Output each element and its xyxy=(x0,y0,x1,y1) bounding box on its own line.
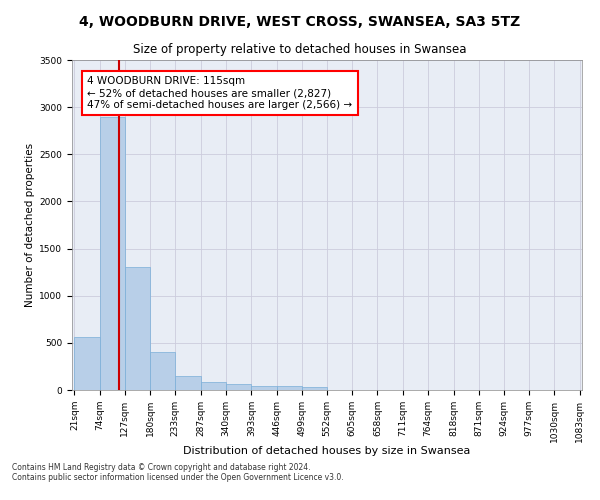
Bar xyxy=(125,268,150,390)
Bar xyxy=(74,337,100,390)
X-axis label: Distribution of detached houses by size in Swansea: Distribution of detached houses by size … xyxy=(184,446,470,456)
Bar xyxy=(277,386,302,390)
Bar xyxy=(251,386,277,390)
Y-axis label: Number of detached properties: Number of detached properties xyxy=(25,143,35,307)
Text: Contains public sector information licensed under the Open Government Licence v3: Contains public sector information licen… xyxy=(12,474,344,482)
Bar xyxy=(302,386,327,390)
Text: Size of property relative to detached houses in Swansea: Size of property relative to detached ho… xyxy=(133,42,467,56)
Bar xyxy=(201,382,226,390)
Bar xyxy=(100,116,125,390)
Bar xyxy=(226,384,251,390)
Text: 4, WOODBURN DRIVE, WEST CROSS, SWANSEA, SA3 5TZ: 4, WOODBURN DRIVE, WEST CROSS, SWANSEA, … xyxy=(79,15,521,29)
Text: 4 WOODBURN DRIVE: 115sqm
← 52% of detached houses are smaller (2,827)
47% of sem: 4 WOODBURN DRIVE: 115sqm ← 52% of detach… xyxy=(88,76,352,110)
Text: Contains HM Land Registry data © Crown copyright and database right 2024.: Contains HM Land Registry data © Crown c… xyxy=(12,464,311,472)
Bar xyxy=(175,376,201,390)
Bar xyxy=(150,352,175,390)
